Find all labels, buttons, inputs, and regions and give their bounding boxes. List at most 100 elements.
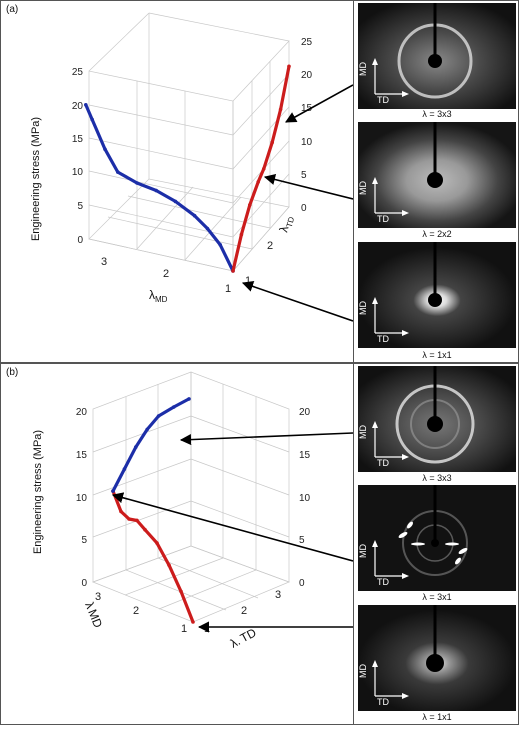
divider	[353, 364, 354, 724]
data-point-red	[270, 140, 275, 145]
data-point-blue	[103, 147, 107, 151]
saxs-image	[358, 485, 516, 591]
image-caption: λ = 3x1	[422, 592, 452, 602]
tick-label: 25	[72, 67, 84, 78]
data-series-group	[84, 64, 291, 273]
tick-label: 0	[77, 235, 83, 246]
data-point-red	[278, 107, 283, 112]
image-caption: λ = 3x3	[422, 473, 452, 483]
td-axis-title: λ.TD	[228, 625, 259, 650]
tick-label: 15	[72, 134, 84, 145]
left-axis-ticks: 0 5 10 15 20	[76, 407, 88, 589]
tick-label: 0	[81, 578, 87, 589]
saxs-image	[358, 366, 516, 472]
plot-area-a: (a)	[1, 1, 354, 362]
saxs-image	[358, 242, 516, 348]
td-ticks: 1 2 3	[204, 589, 281, 635]
series-line-blue	[111, 397, 190, 492]
saxs-image	[358, 122, 516, 228]
tick-label: 2	[133, 605, 139, 617]
chart-3d-b: 0 5 10 15 20 0 5 10 15 20 Engineering st…	[32, 371, 354, 651]
md-ticks: 3 2 1	[95, 591, 187, 635]
right-axis-ticks: 0 5 10 15 20	[299, 407, 311, 589]
md-axis-title: λMD	[82, 600, 105, 630]
data-point-red	[191, 620, 195, 624]
tick-label: 1	[204, 623, 210, 635]
md-ticks: 3 2 1	[101, 256, 231, 295]
data-point-blue	[84, 103, 88, 107]
arrow-3x3	[285, 84, 354, 123]
y-axis-title: Engineering stress (MPa)	[30, 117, 42, 241]
data-point-red	[262, 167, 266, 171]
td-ticks: 1 2	[245, 240, 273, 287]
tick-label: 10	[76, 493, 88, 504]
data-point-red	[248, 203, 252, 207]
tick-label: 5	[301, 170, 307, 181]
data-point-red	[119, 509, 123, 514]
data-point-blue	[218, 242, 222, 247]
md-axis-title: λMD	[149, 288, 168, 304]
tick-label: 20	[76, 407, 88, 418]
arrow-2x2	[263, 174, 354, 200]
data-point-red	[155, 541, 159, 545]
tick-label: 3	[95, 591, 101, 603]
data-series-group	[111, 397, 195, 624]
data-point-blue	[156, 414, 161, 418]
plot-area-b: (b)	[1, 364, 354, 724]
tick-label: 20	[72, 101, 84, 112]
y-axis-title: Engineering stress (MPa)	[32, 430, 44, 554]
tick-label: 10	[301, 137, 313, 148]
tick-label: 2	[241, 605, 247, 617]
tick-label: 25	[301, 37, 313, 48]
tick-label: 10	[299, 493, 311, 504]
saxs-image	[358, 3, 516, 109]
tick-label: 15	[76, 450, 88, 461]
data-point-red	[287, 64, 291, 69]
tick-label: 5	[81, 535, 87, 546]
divider	[353, 1, 354, 362]
tick-label: 3	[101, 256, 107, 268]
image-caption: λ = 3x3	[422, 109, 452, 119]
td-axis-title: λTD	[276, 214, 296, 234]
data-point-blue	[154, 188, 158, 193]
data-point-blue	[111, 489, 115, 493]
tick-label: 2	[163, 268, 169, 280]
image-caption: λ = 1x1	[422, 350, 452, 360]
tick-label: 20	[299, 407, 311, 418]
right-axis-ticks: 0 5 10 15 20 25	[301, 37, 313, 214]
tick-label: 1	[181, 623, 187, 635]
data-point-blue	[192, 213, 197, 218]
saxs-image	[358, 605, 516, 711]
data-point-red	[127, 517, 131, 521]
panel-label: (b)	[6, 367, 19, 378]
tick-label: 5	[77, 201, 83, 212]
data-point-blue	[134, 445, 138, 449]
series-line-red	[231, 65, 291, 272]
data-point-blue	[145, 427, 149, 432]
arrow-1x1	[241, 280, 354, 322]
data-point-red	[231, 269, 235, 273]
data-point-red	[167, 563, 171, 567]
tick-label: 5	[299, 535, 305, 546]
tick-label: 10	[72, 167, 84, 178]
chart-3d-a: 0 5 10 15 20 25 0 5 10 15 20 25 Engineer…	[30, 12, 354, 322]
data-point-red	[179, 589, 183, 594]
tick-label: 15	[301, 103, 313, 114]
data-point-red	[135, 518, 139, 523]
tick-label: 20	[301, 70, 313, 81]
data-point-blue	[172, 405, 176, 409]
data-point-blue	[122, 467, 127, 471]
series-line-blue	[84, 104, 235, 272]
arrow-3x3	[179, 432, 354, 446]
back-walls	[88, 12, 290, 272]
tick-label: 0	[301, 203, 307, 214]
data-point-blue	[135, 181, 139, 185]
panel-label: (a)	[6, 4, 19, 15]
data-point-red	[239, 232, 244, 237]
image-caption: λ = 1x1	[422, 712, 452, 722]
left-axis-ticks: 0 5 10 15 20 25	[72, 67, 84, 246]
tick-label: 2	[267, 240, 273, 252]
data-point-blue	[173, 199, 178, 204]
back-walls	[92, 371, 290, 623]
data-point-red	[143, 527, 147, 532]
